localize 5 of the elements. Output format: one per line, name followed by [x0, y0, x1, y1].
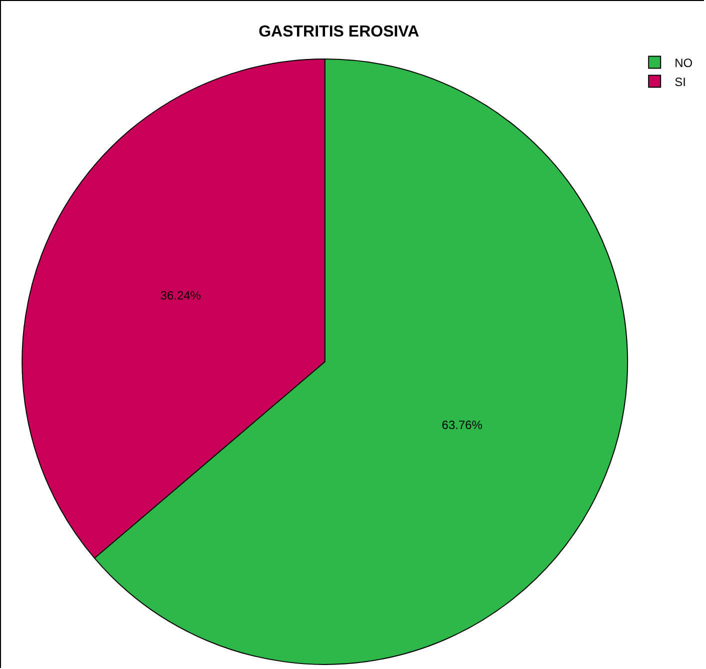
legend-label: NO — [674, 56, 693, 70]
data-label: 63.76% — [442, 418, 483, 432]
legend-label: SI — [674, 74, 686, 89]
data-label: 36.24% — [160, 288, 202, 302]
chart-title: GASTRITIS EROSIVA — [258, 24, 420, 41]
